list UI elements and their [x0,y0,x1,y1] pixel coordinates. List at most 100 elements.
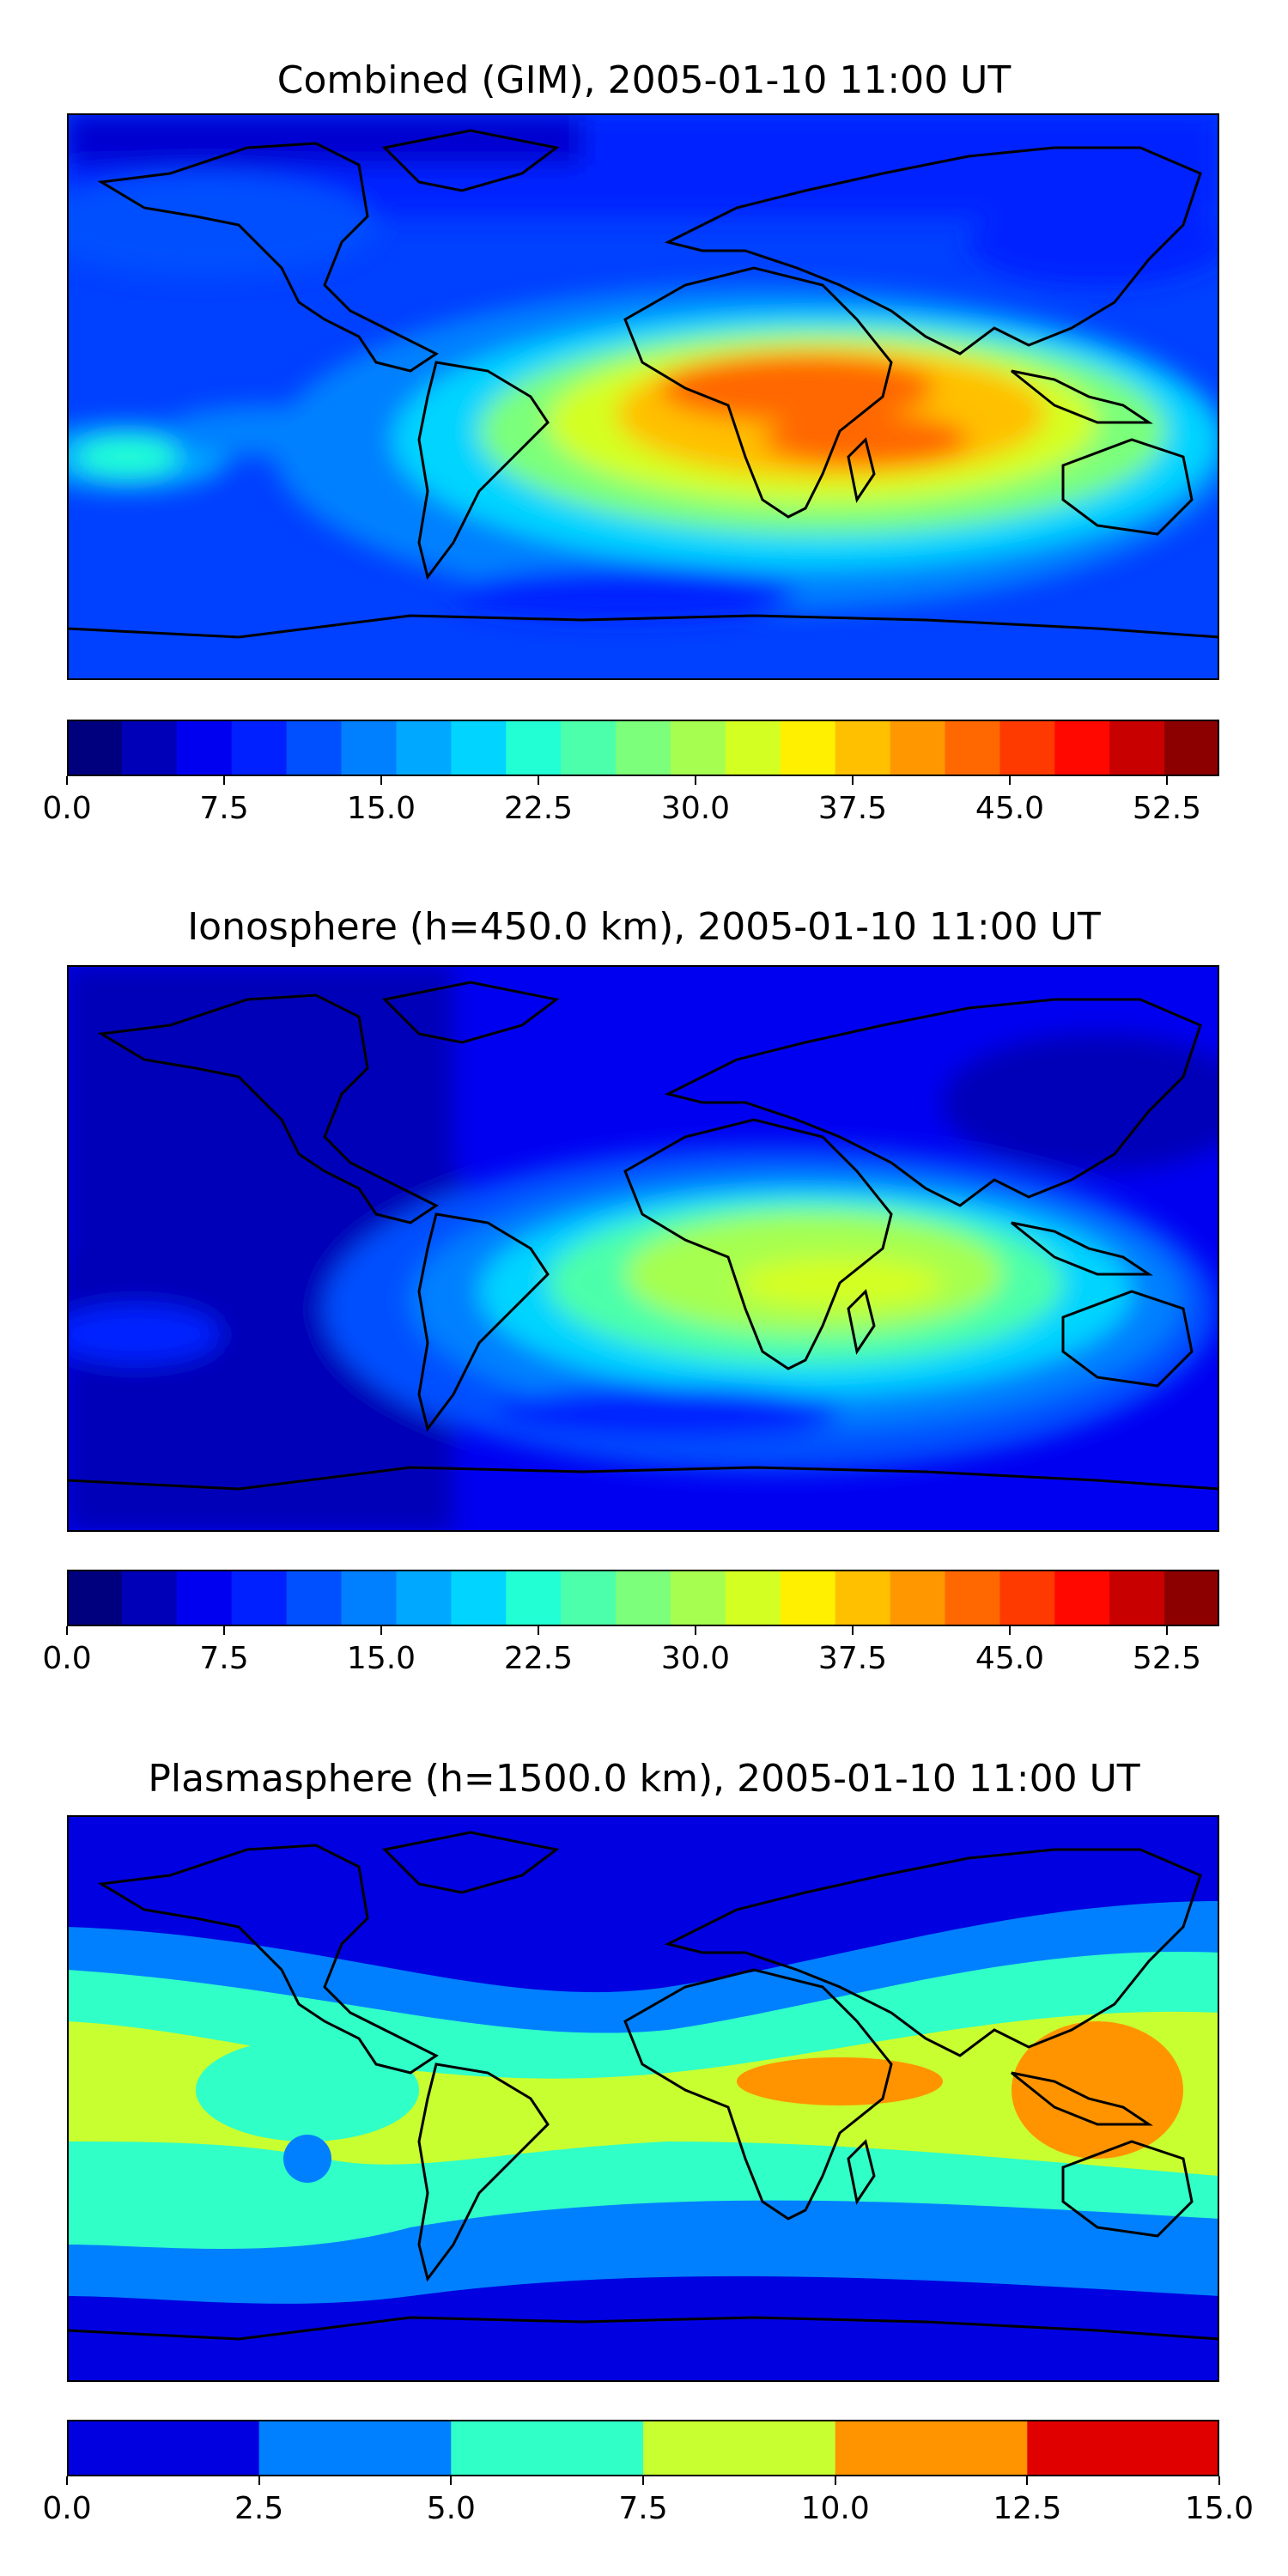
colorbar-bin [1109,720,1165,776]
colorbar-tick [1218,2476,1220,2485]
colorbar-tick-label: 5.0 [426,2491,476,2526]
colorbar-bin [1054,1570,1110,1626]
colorbar-bin [1164,720,1220,776]
colorbar-bin [643,2420,836,2476]
map-frame [67,965,1219,1532]
colorbar-tick [834,2476,836,2485]
colorbar-bin [670,1570,726,1626]
colorbar-bin [231,720,288,776]
colorbar-bin [835,2420,1028,2476]
colorbar-frame [67,2420,1219,2476]
panel-1-colorbar-ticks: 0.0 7.5 15.0 22.5 30.0 37.5 45.0 52.5 [42,776,1219,828]
panel-3-title: Plasmasphere (h=1500.0 km), 2005-01-10 1… [148,1757,1140,1801]
colorbar-tick-label: 15.0 [346,1641,416,1676]
colorbar-bin [451,2420,644,2476]
panel-1-title: Combined (GIM), 2005-01-10 11:00 UT [276,58,1012,102]
panel-2-colorbar-ticks: 0.0 7.5 15.0 22.5 30.0 37.5 45.0 52.5 [42,1626,1219,1678]
colorbar-bin [451,720,507,776]
colorbar-tick-label: 37.5 [817,1641,888,1676]
panel-3-map [67,1815,1219,2382]
colorbar-tick [1026,2476,1029,2485]
colorbar-bin [1164,1570,1220,1626]
colorbar-bin [670,720,726,776]
colorbar-tick [223,1626,225,1635]
colorbar-bin [341,1570,398,1626]
colorbar-tick [380,1626,382,1635]
colorbar-bins [67,2420,1220,2476]
colorbar-bin [561,720,617,776]
panel-2-title: Ionosphere (h=450.0 km), 2005-01-10 11:0… [187,905,1101,949]
colorbar-tick [258,2476,260,2485]
colorbar-bin [67,720,123,776]
coastlines [67,1831,1219,2341]
colorbar-bin [396,1570,452,1626]
plasmasphere-contours [67,1815,1219,2382]
colorbar-tick-label: 0.0 [42,1641,92,1676]
colorbar-tick-label: 52.5 [1132,791,1202,826]
panel-2-colorbar [67,1570,1220,1626]
colorbar-bin [67,1570,123,1626]
colorbar-bin [890,1570,946,1626]
colorbar-tick [1166,776,1168,785]
colorbar-tick [852,776,854,785]
colorbar-tick-label: 7.5 [199,791,249,826]
colorbar-tick [66,776,68,785]
colorbar-tick [695,1626,696,1635]
coastlines [67,129,1219,639]
colorbar-tick-label: 0.0 [42,791,92,826]
colorbar-tick [1009,1626,1011,1635]
colorbar-bin [999,720,1055,776]
colorbar-tick-label: 2.5 [234,2491,284,2526]
tec-field-contours [67,113,1219,620]
colorbar-tick [538,1626,539,1635]
colorbar-bin [451,1570,507,1626]
colorbar-bin [286,720,343,776]
colorbar-tick-label: 37.5 [817,791,888,826]
colorbar-bin [616,1570,671,1626]
colorbar-bin [835,1570,891,1626]
coastlines [67,981,1219,1491]
colorbar-tick-label: 12.5 [993,2491,1062,2526]
colorbar-bin [506,720,562,776]
tec-field-contours [67,965,1219,1532]
panel-2-map [67,965,1219,1532]
colorbar-tick [642,2476,644,2485]
colorbar-bin [616,720,671,776]
panel-1-map [67,113,1219,680]
colorbar-tick [450,2476,453,2485]
colorbar-tick [66,2476,68,2485]
panel-3-colorbar [67,2420,1220,2476]
colorbar-tick-label: 22.5 [503,1641,574,1676]
colorbar-tick-label: 30.0 [660,1641,731,1676]
colorbar-bin [561,1570,617,1626]
colorbar-bin [286,1570,343,1626]
colorbar-tick-label: 30.0 [660,791,731,826]
colorbar-bin [999,1570,1055,1626]
colorbar-tick [223,776,225,785]
colorbar-bin [780,720,836,776]
colorbar-frame [67,1570,1219,1626]
colorbar-frame [67,720,1219,776]
colorbar-tick-label: 15.0 [1184,2491,1255,2526]
colorbar-tick-label: 22.5 [503,791,574,826]
colorbar-tick [852,1626,854,1635]
panel-1-colorbar [67,720,1220,776]
colorbar-bin [945,1570,1000,1626]
colorbar-tick [66,1626,68,1635]
colorbar-bin [1054,720,1110,776]
colorbar-bin [258,2420,452,2476]
colorbar-bin [890,720,946,776]
map-frame [67,113,1219,680]
colorbar-tick [538,776,539,785]
colorbar-bins [67,1570,1220,1626]
colorbar-bin [1109,1570,1165,1626]
colorbar-tick-label: 45.0 [975,791,1045,826]
colorbar-bin [121,1570,178,1626]
colorbar-tick-label: 10.0 [800,2491,870,2526]
colorbar-tick-label: 45.0 [975,1641,1045,1676]
colorbar-bin [506,1570,562,1626]
colorbar-bin [121,720,178,776]
colorbar-bin [780,1570,836,1626]
colorbar-bin [341,720,398,776]
panel-3-colorbar-ticks: 0.0 2.5 5.0 7.5 10.0 12.5 15.0 [42,2476,1254,2528]
